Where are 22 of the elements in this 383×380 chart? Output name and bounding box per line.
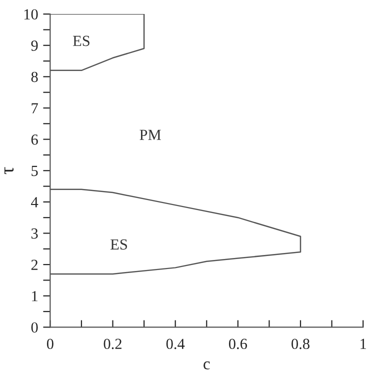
x-tick-label: 0.4: [166, 338, 185, 350]
y-tick-label: 4: [31, 197, 38, 208]
x-tick-label: 0.6: [228, 338, 248, 350]
y-tick-label: 2: [31, 260, 38, 270]
annotation: PM: [140, 130, 161, 140]
y-tick-label: 10: [24, 9, 38, 20]
annotation: ES: [110, 239, 127, 250]
y-tick-label: 8: [31, 72, 38, 82]
y-tick-label: 7: [32, 103, 38, 114]
x-tick-label: 1: [360, 338, 366, 349]
x-tick-label: 0.8: [292, 338, 310, 350]
annotation: ES: [72, 36, 90, 46]
y-tick-label: 6: [31, 134, 38, 145]
x-tick-label: 0.2: [104, 338, 122, 350]
x-tick-label: 0: [46, 338, 54, 350]
x-axis-title: c: [204, 361, 210, 370]
y-tick-label: 5: [32, 166, 38, 176]
y-tick-label: 1: [32, 291, 38, 302]
y-tick-label: 3: [31, 228, 38, 239]
y-tick-label: 0: [31, 322, 38, 333]
y-axis-title: τ: [4, 167, 14, 174]
y-tick-label: 9: [31, 40, 38, 51]
